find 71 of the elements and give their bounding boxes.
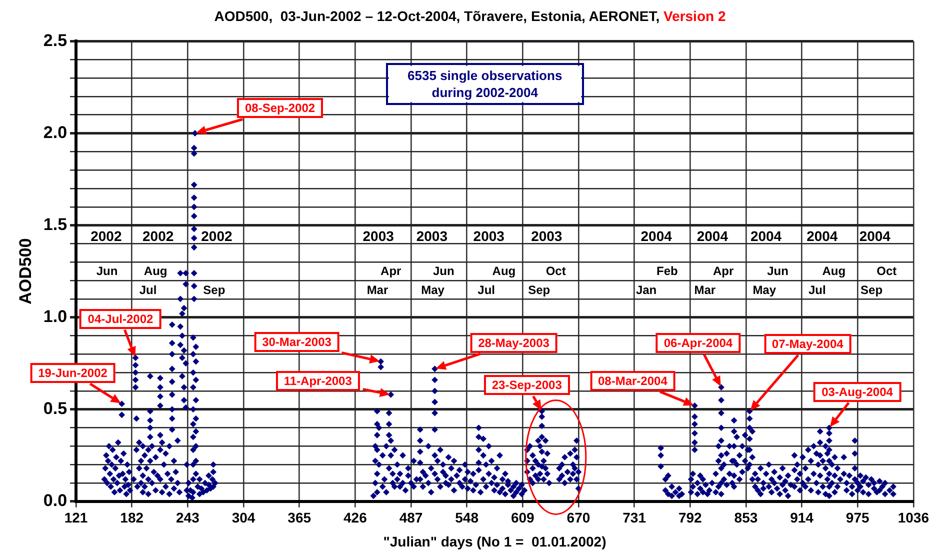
annotation: Sep bbox=[203, 282, 226, 297]
annotation: May bbox=[752, 282, 776, 297]
annotation: Jun bbox=[96, 264, 118, 278]
annotation: 2002 bbox=[90, 228, 122, 244]
annotation: Jun bbox=[767, 264, 788, 278]
annotation: 03-Aug-2004 bbox=[814, 382, 901, 402]
x-tick-label: 792 bbox=[678, 510, 702, 526]
annotation: Jul bbox=[478, 282, 496, 297]
x-tick-label: 182 bbox=[120, 510, 144, 526]
x-tick-label: 365 bbox=[288, 510, 312, 526]
x-tick-label: 548 bbox=[455, 510, 479, 526]
annotation: Oct bbox=[876, 264, 897, 278]
annotation: 2004 bbox=[859, 228, 890, 244]
y-tick-label: 2.5 bbox=[43, 30, 68, 50]
annotation: Apr bbox=[712, 264, 734, 278]
x-tick-label: 914 bbox=[790, 510, 814, 526]
annotation: 28-May-2003 bbox=[470, 332, 558, 353]
chart-subtitle: Version 2 bbox=[663, 8, 726, 24]
annotation: Jan bbox=[636, 282, 657, 297]
annotation: Aug bbox=[144, 264, 168, 278]
y-tick-label: 1.0 bbox=[43, 307, 68, 326]
x-tick-label: 609 bbox=[510, 510, 535, 526]
x-tick-label: 121 bbox=[64, 510, 88, 526]
annotation: Mar bbox=[694, 282, 716, 297]
x-tick-label: 731 bbox=[622, 510, 646, 526]
x-tick-label: 487 bbox=[399, 510, 423, 526]
chart-title: AOD500, 03-Jun-2002 – 12-Oct-2004, Tõravere, Estonia, AERONET, bbox=[214, 8, 660, 24]
annotation: Apr bbox=[380, 264, 402, 278]
annotation: 2002 bbox=[142, 228, 174, 244]
annotation: Jun bbox=[432, 264, 454, 278]
y-tick-label: 1.5 bbox=[43, 214, 68, 234]
annotation: 2002 bbox=[201, 228, 232, 244]
annotation: 04-Jul-2002 bbox=[80, 308, 162, 329]
x-tick-label: 426 bbox=[343, 510, 368, 526]
annotation: May bbox=[421, 282, 444, 297]
x-tick-label: 853 bbox=[734, 510, 758, 526]
x-tick-label: 243 bbox=[176, 510, 200, 526]
annotation: 11-Apr-2003 bbox=[276, 370, 360, 391]
y-axis-title: AOD500 bbox=[16, 238, 35, 304]
annotation: 2004 bbox=[750, 228, 782, 244]
annotation: 30-Mar-2003 bbox=[254, 332, 340, 352]
annotation: 08-Sep-2002 bbox=[236, 98, 324, 118]
annotation: 2004 bbox=[696, 228, 728, 244]
annotation: Sep bbox=[528, 282, 550, 297]
annotation: 08-Mar-2004 bbox=[590, 370, 676, 391]
annotation: Aug bbox=[492, 264, 516, 278]
annotation: Jul bbox=[808, 282, 826, 297]
annotation: 2004 bbox=[806, 228, 838, 244]
annotation: Aug bbox=[822, 264, 846, 278]
annotation: 2003 bbox=[362, 228, 394, 244]
annotation: 06-Apr-2004 bbox=[656, 333, 741, 354]
y-tick-label: 0.0 bbox=[43, 491, 68, 510]
annotation: 2003 bbox=[531, 228, 562, 244]
annotation: Feb bbox=[656, 264, 678, 278]
annotation: Oct bbox=[546, 264, 566, 278]
y-tick-label: 0.5 bbox=[43, 399, 68, 418]
annotation: 23-Sep-2003 bbox=[484, 375, 570, 396]
y-tick-label: 2.0 bbox=[43, 122, 68, 142]
annotation: Jul bbox=[139, 282, 157, 297]
annotation: 2003 bbox=[473, 228, 504, 244]
annotation: Sep bbox=[860, 282, 883, 297]
x-axis-title: "Julian" days (No 1 = 01.01.2002) bbox=[383, 533, 606, 550]
x-tick-label: 1036 bbox=[898, 510, 930, 526]
annotation: 2003 bbox=[416, 228, 448, 244]
annotation: Mar bbox=[366, 282, 388, 297]
annotation: 07-May-2004 bbox=[764, 334, 852, 354]
x-tick-label: 304 bbox=[232, 510, 256, 526]
x-tick-label: 975 bbox=[846, 510, 870, 526]
annotation: 2004 bbox=[640, 228, 672, 244]
x-tick-label: 670 bbox=[566, 510, 590, 526]
annotation: 19-Jun-2002 bbox=[30, 362, 116, 383]
